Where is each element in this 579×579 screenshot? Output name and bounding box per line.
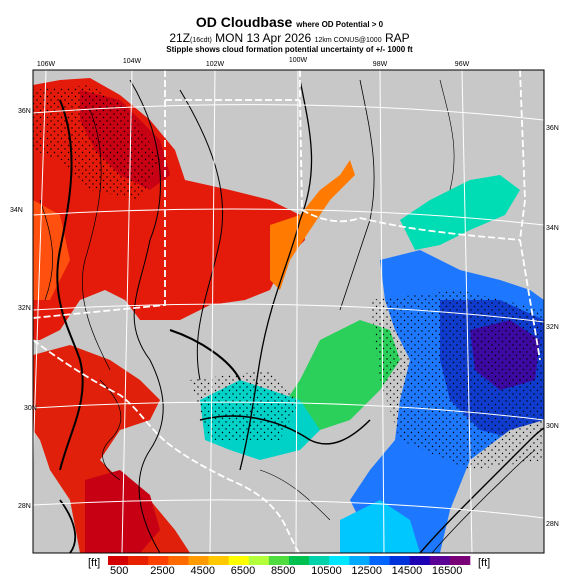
colorbar-unit-right: [ft]: [478, 557, 491, 569]
stipple-uncertainty-east: [370, 290, 544, 470]
meridian: [461, 70, 473, 553]
colorbar-tick-label: 500: [110, 565, 129, 577]
contour-line: [59, 499, 77, 553]
colorbar-swatch: [128, 556, 149, 565]
meridian: [295, 70, 299, 553]
colorbar-swatch: [268, 556, 290, 565]
colorbar-unit-left: [ft]: [88, 557, 101, 569]
colorbar-tick-label: 10500: [311, 565, 342, 577]
contour-line: [81, 109, 111, 371]
lat-label-left: 32N: [18, 305, 31, 312]
coastline: [419, 427, 544, 553]
colorbar-tick-label: 12500: [351, 565, 382, 577]
lat-label-left: 34N: [10, 207, 23, 214]
meridian: [33, 70, 47, 478]
contour-line: [179, 89, 224, 381]
terrain-contours: [39, 79, 544, 553]
cloudbase-field: [33, 78, 544, 553]
lon-label: 98W: [373, 61, 388, 68]
colorbar-swatch: [188, 556, 209, 565]
colorbar-tick-label: 4500: [190, 565, 215, 577]
cloudbase-area-cyan-coast: [340, 500, 420, 553]
colorbar-swatch: [389, 556, 410, 565]
colorbar-swatch: [148, 556, 169, 565]
cloudbase-area-orange-tongue: [270, 160, 355, 290]
lat-label-right: 30N: [546, 423, 559, 430]
title-local-time: (16cdt): [190, 37, 212, 44]
colorbar-tick-label: 2500: [150, 565, 175, 577]
contour-line: [39, 199, 53, 301]
colorbar-swatch: [329, 556, 350, 565]
colorbar-swatch: [349, 556, 370, 565]
colorbar-tick-label: 8500: [270, 565, 296, 577]
contour-line: [56, 99, 84, 471]
colorbar-swatch: [409, 556, 431, 565]
lon-label: 106W: [37, 61, 56, 68]
lat-label-left: 36N: [18, 108, 31, 115]
coastline-islands: [431, 449, 536, 553]
contour-line: [199, 415, 371, 445]
cloudbase-area-panhandle-orange: [33, 200, 70, 300]
lon-label: 102W: [206, 61, 225, 68]
colorbar-swatch: [228, 556, 250, 565]
colorbar: [108, 556, 471, 565]
lon-labels: 106W 104W 102W 100W 98W 96W: [37, 57, 470, 68]
contour-line: [129, 79, 164, 553]
parallel: [33, 401, 544, 421]
colorbar-tick-label: 6500: [230, 565, 256, 577]
map-note: Stipple shows cloud formation potential …: [166, 45, 413, 54]
state-border: [299, 70, 521, 241]
contour-line: [99, 379, 122, 481]
map-title: OD Cloudbase where OD Potential > 0: [0, 14, 579, 30]
colorbar-swatch: [208, 556, 229, 565]
lat-label-right: 28N: [546, 521, 559, 528]
state-border-rio-grande: [33, 339, 301, 553]
colorbar-swatch: [168, 556, 189, 565]
contour-line: [439, 79, 455, 191]
colorbar-swatch: [108, 556, 129, 565]
title-grid: 12km CONUS@1000: [314, 37, 382, 44]
colorbar-tick-label: 16500: [431, 565, 463, 577]
parallel: [33, 208, 544, 226]
lon-label: 96W: [455, 61, 470, 68]
parallel: [33, 303, 544, 323]
latlon-grid: [33, 70, 544, 553]
lat-label-right: 36N: [546, 125, 559, 132]
colorbar-swatch: [309, 556, 330, 565]
meridian: [121, 70, 133, 553]
title-time: 21Z: [169, 31, 191, 45]
lat-label-right: 32N: [546, 324, 559, 331]
title-model: RAP: [384, 31, 410, 45]
contour-line: [259, 469, 331, 521]
state-border: [519, 70, 541, 361]
title-main-suffix: where OD Potential > 0: [296, 20, 384, 29]
parallel: [33, 104, 544, 121]
lat-label-left: 30N: [24, 405, 37, 412]
colorbar-tick-label: 14500: [391, 565, 423, 577]
map-frame: [32, 69, 545, 554]
title-main-text: OD Cloudbase: [195, 14, 293, 30]
colorbar-swatch: [429, 556, 451, 565]
lon-label: 100W: [289, 57, 308, 64]
colorbar-swatch: [248, 556, 270, 565]
lat-labels-left: 36N 34N 32N 30N 28N: [10, 108, 37, 510]
lat-label-right: 34N: [546, 225, 559, 232]
colorbar-swatch: [289, 556, 310, 565]
colorbar-swatch: [369, 556, 390, 565]
lat-labels-right: 36N 34N 32N 30N 28N: [546, 125, 559, 528]
contour-line: [239, 79, 313, 471]
parallel: [33, 499, 544, 519]
meridian: [379, 70, 385, 553]
lon-label: 104W: [123, 58, 142, 65]
title-date: MON 13 Apr 2026: [215, 31, 312, 45]
map-subtitle: 21Z(16cdt) MON 13 Apr 2026 12km CONUS@10…: [0, 31, 579, 45]
colorbar-swatch: [449, 556, 471, 565]
meridian: [209, 70, 216, 553]
lat-label-left: 28N: [18, 503, 31, 510]
